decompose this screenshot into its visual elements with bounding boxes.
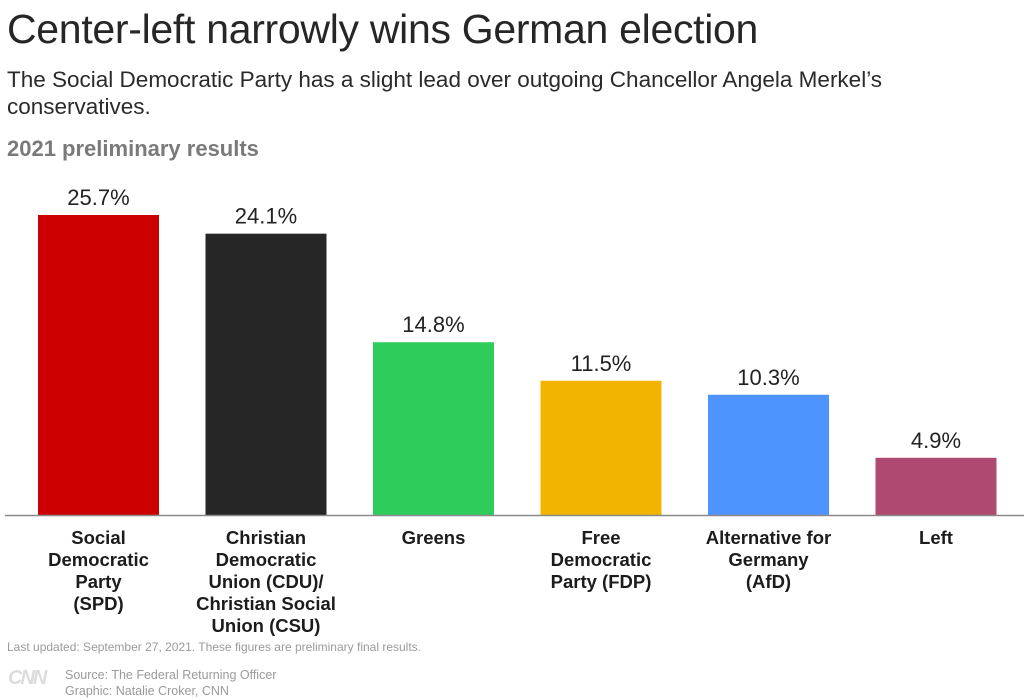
bar-2 [373,342,494,515]
value-label-0: 25.7% [67,185,129,210]
category-label-line: Union (CSU) [211,615,321,636]
source-credit: Source: The Federal Returning Officer [65,668,277,682]
bar-3 [540,380,662,515]
category-label-line: (AfD) [745,571,792,592]
category-label-0: Social Democratic Party (SPD) [14,527,184,615]
category-label-line: Democratic [550,549,652,570]
cnn-logo: CNN [8,667,47,689]
category-label-line: Union (CDU)/ [208,571,324,592]
category-label-line: (SPD) [73,593,124,614]
category-label-1: Christian Democratic Union (CDU)/Christia… [181,527,351,637]
chart-title: Center-left narrowly wins German electio… [7,6,759,52]
bar-4 [708,394,829,515]
bar-5 [875,457,997,515]
value-label-2: 14.8% [402,312,464,337]
category-label-line: Left [919,527,953,548]
category-label-2: Greens [349,527,519,549]
category-label-3: Free Democratic Party (FDP) [516,527,686,593]
value-label-1: 24.1% [235,204,297,229]
chart-subtitle: The Social Democratic Party has a slight… [7,67,883,119]
value-label-3: 11.5% [571,351,632,376]
value-label-5: 4.9% [911,428,961,453]
category-label-line: Christian Democratic [215,527,317,570]
category-label-line: Party (FDP) [550,571,652,592]
category-label-line: Social [71,527,126,548]
footnote: Last updated: September 27, 2021. These … [7,640,422,654]
graphic-credit: Graphic: Natalie Croker, CNN [65,684,229,698]
category-label-5: Left [851,527,1021,549]
category-label-line: Free [581,527,621,548]
category-label-line: Party [75,571,122,592]
category-label-line: Greens [401,527,466,548]
category-label-line: Alternative for [705,527,832,548]
category-label-line: Germany [728,549,809,570]
bar-0 [38,215,159,515]
bar-1 [205,233,327,515]
category-label-line: Democratic [48,549,149,570]
category-label-4: Alternative for Germany (AfD) [684,527,854,593]
category-label-line: Christian Social [196,593,336,614]
section-label: 2021 preliminary results [7,136,259,161]
value-label-4: 10.3% [737,365,799,390]
credits: Source: The Federal Returning Officer Gr… [65,667,276,699]
